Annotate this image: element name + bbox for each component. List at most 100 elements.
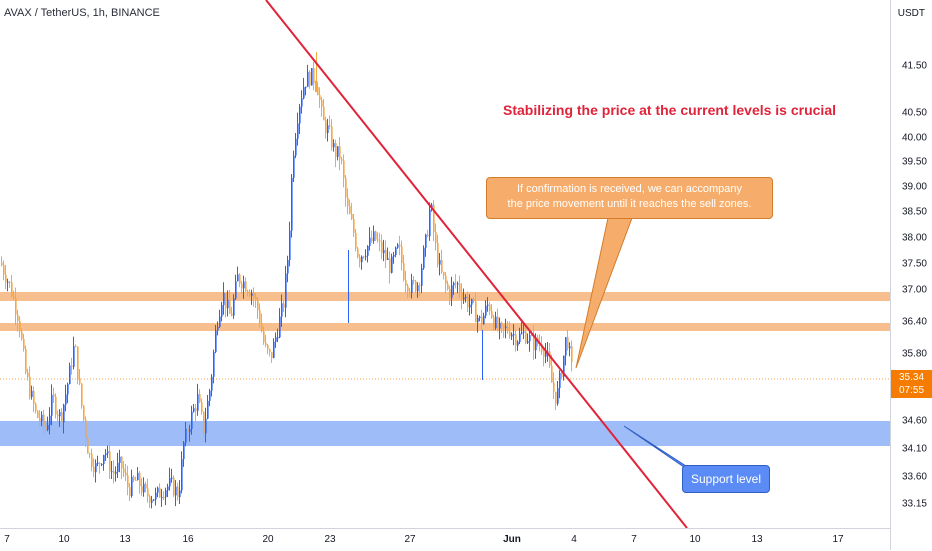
candle-body — [83, 405, 85, 420]
candle-body — [53, 394, 55, 397]
price-tick: 40.00 — [901, 132, 927, 144]
candle-body — [457, 283, 459, 285]
candle-body — [229, 299, 231, 314]
candle-body — [153, 499, 155, 501]
candle-body — [343, 160, 345, 179]
candle-body — [255, 296, 257, 300]
candle-body — [93, 466, 95, 473]
candle-body — [451, 285, 453, 298]
candle-body — [305, 86, 307, 88]
candle-body — [251, 293, 253, 296]
candle-body — [89, 453, 91, 455]
candle-body — [13, 296, 15, 299]
candle-body — [187, 428, 189, 433]
candle-body — [75, 346, 77, 348]
descending-trendline — [265, 0, 688, 528]
candle-body — [71, 365, 73, 367]
candle-body — [87, 438, 89, 454]
candle-body — [19, 320, 21, 332]
candle-body — [57, 414, 59, 417]
callout-line-1: If confirmation is received, we can acco… — [517, 183, 742, 195]
candle-body — [129, 487, 131, 497]
candle-body — [113, 471, 115, 474]
time-tick: 10 — [58, 534, 70, 545]
candle-body — [239, 274, 241, 284]
candle-body — [143, 483, 145, 493]
candle-body — [157, 487, 159, 493]
candle-body — [15, 298, 17, 315]
candle-body — [373, 231, 375, 242]
resistance-zone-1 — [0, 323, 890, 331]
candle-body — [527, 341, 529, 343]
price-tick: 36.40 — [901, 316, 927, 328]
candle-body — [505, 326, 507, 329]
time-axis[interactable]: 7 10 13 16 20 23 27 Jun 4 7 10 13 17 — [0, 528, 890, 551]
candle-body — [315, 83, 317, 87]
price-tick: 37.50 — [901, 258, 927, 270]
confirmation-callout[interactable]: If confirmation is received, we can acco… — [486, 177, 773, 219]
candle-body — [39, 417, 41, 422]
candle-body — [333, 143, 335, 148]
candle-body — [9, 281, 11, 283]
candle-body — [419, 285, 421, 287]
support-level-label: Support level — [690, 472, 762, 486]
candle-body — [401, 246, 403, 264]
candle-body — [353, 218, 355, 233]
candle-body — [335, 143, 337, 157]
candle-body — [469, 304, 471, 308]
candle-body — [533, 335, 535, 351]
candle-body — [263, 331, 265, 343]
candle-body — [329, 125, 331, 127]
time-tick: 20 — [262, 534, 274, 545]
candle-body — [323, 106, 325, 121]
candle-body — [3, 265, 5, 275]
candle-body — [111, 471, 113, 473]
candle-body — [385, 249, 387, 260]
candle-body — [131, 476, 133, 497]
candle-body — [7, 281, 9, 283]
candle-body — [443, 272, 445, 276]
candle-body — [559, 372, 561, 388]
time-tick: 4 — [571, 534, 577, 545]
candle-body — [427, 234, 429, 237]
candle-body — [67, 384, 69, 395]
candle-body — [369, 237, 371, 246]
candle-body — [119, 456, 121, 463]
support-level-callout[interactable]: Support level — [682, 465, 770, 493]
candle-body — [407, 285, 409, 292]
candle-body — [485, 305, 487, 316]
price-tick: 38.00 — [901, 232, 927, 244]
current-price-badge: 35.34 07:55 — [891, 370, 932, 398]
candle-body — [551, 365, 553, 383]
candle-body — [61, 412, 63, 423]
candle-body — [101, 463, 103, 465]
candle-body — [125, 472, 127, 476]
candle-body — [441, 260, 443, 273]
annotation-headline[interactable]: Stabilizing the price at the current lev… — [503, 102, 836, 118]
chart-canvas[interactable] — [0, 0, 890, 528]
candle-body — [245, 281, 247, 292]
candle-body — [169, 478, 171, 487]
candle-body — [435, 232, 437, 243]
symbol-title[interactable]: AVAX / TetherUS, 1h, BINANCE — [4, 7, 160, 19]
candle-body — [199, 394, 201, 403]
candle-body — [351, 213, 353, 219]
candle-body — [247, 291, 249, 293]
candle-body — [395, 247, 397, 255]
candle-body — [489, 304, 491, 311]
candle-body — [307, 72, 309, 87]
candle-body — [483, 315, 485, 325]
candle-body — [193, 408, 195, 412]
candle-body — [377, 239, 379, 241]
candle-body — [417, 285, 419, 292]
candle-body — [43, 414, 45, 426]
candle-body — [135, 479, 137, 481]
candle-body — [561, 372, 563, 377]
candle-body — [49, 415, 51, 425]
price-tick: 35.80 — [901, 348, 927, 360]
price-axis[interactable]: USDT 41.50 40.50 40.00 39.50 39.00 38.50 38.00… — [890, 0, 932, 550]
candle-body — [17, 314, 19, 321]
candle-body — [541, 344, 543, 352]
candle-body — [159, 487, 161, 498]
